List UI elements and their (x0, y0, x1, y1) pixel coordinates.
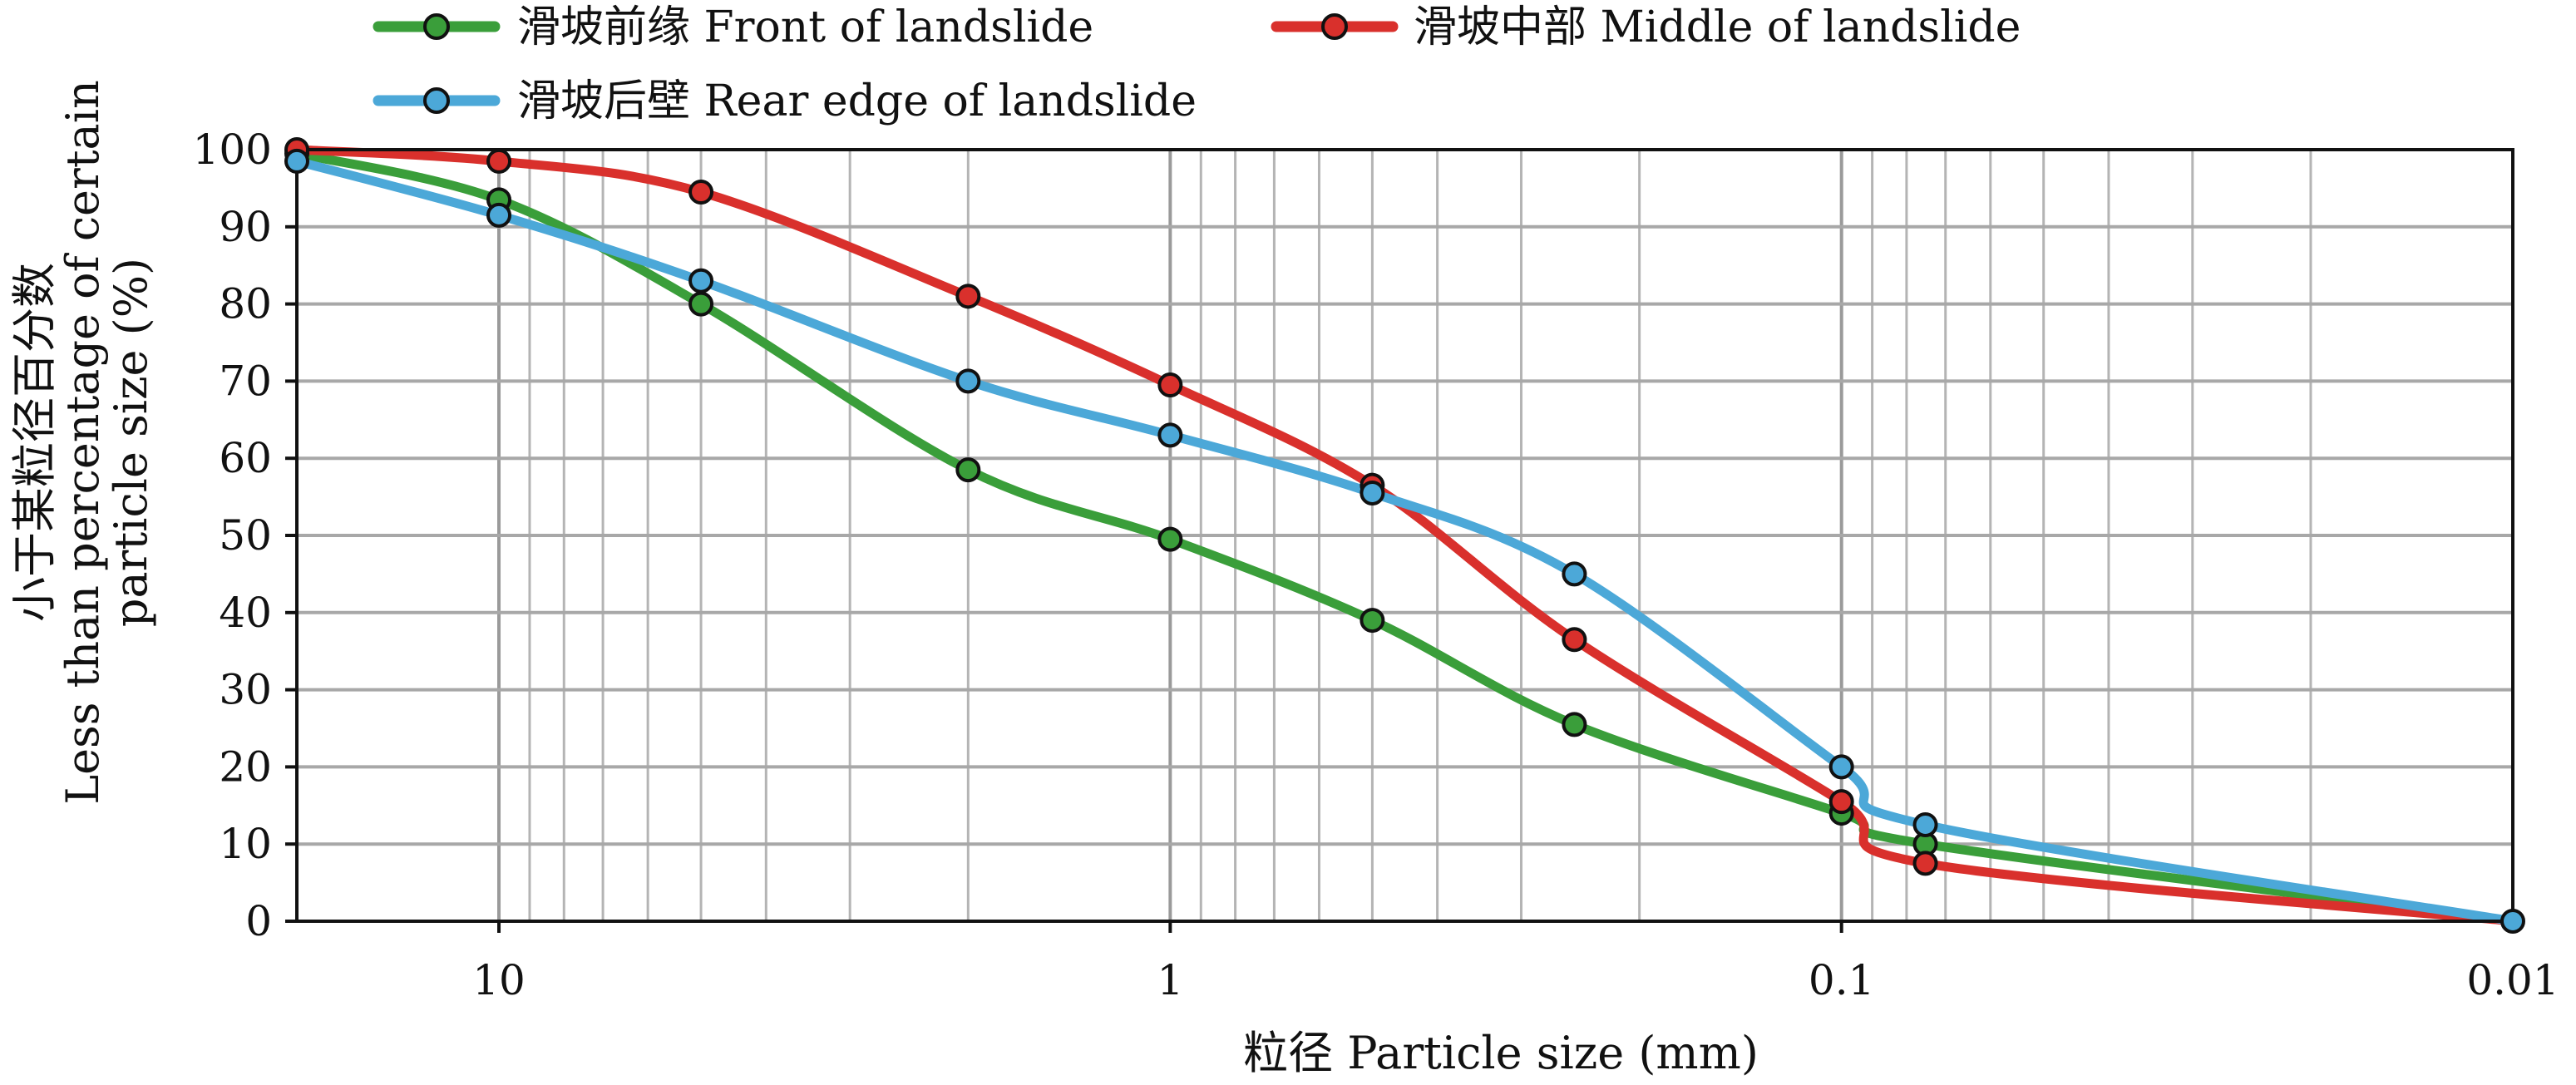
data-point-front (1157, 526, 1183, 552)
legend: 滑坡前缘 Front of landslide 滑坡中部 Middle of l… (373, 2, 2021, 126)
y-tick-label: 0 (245, 897, 272, 945)
y-tick-label: 50 (219, 511, 272, 560)
x-axis-title: 粒径 Particle size (mm) (1243, 1027, 1759, 1079)
data-point-rear (1828, 754, 1854, 780)
series-line-front (292, 149, 2518, 926)
data-point-front (1360, 608, 1385, 634)
legend-marker-middle (1321, 13, 1348, 40)
legend-item-middle: 滑坡中部 Middle of landslide (1271, 2, 2021, 52)
x-tick-label: 0.1 (1809, 956, 1875, 1004)
data-point-rear (1157, 422, 1183, 448)
x-tick-label: 10 (472, 956, 526, 1004)
legend-label-middle: 滑坡中部 Middle of landslide (1414, 2, 2021, 52)
series-markers (284, 137, 2525, 934)
y-axis-title-line-2: Less than percentage of certain (57, 80, 109, 805)
data-point-front (1562, 712, 1587, 737)
y-tick-label: 90 (219, 203, 272, 251)
data-point-rear (486, 202, 512, 228)
axis-ticks: 0 10 20 30 40 50 60 70 80 90 100 10 1 0.1 0.01 (193, 126, 2559, 1004)
y-tick-label: 10 (219, 820, 272, 868)
data-point-rear (1912, 812, 1938, 837)
legend-marker-rear (423, 87, 450, 114)
y-tick-label: 80 (219, 280, 272, 328)
y-tick-label: 100 (193, 126, 272, 174)
legend-item-front: 滑坡前缘 Front of landslide (373, 2, 1093, 52)
x-tick-label: 0.01 (2466, 956, 2559, 1004)
x-tick-label: 1 (1157, 956, 1183, 1004)
data-point-front (688, 291, 714, 317)
y-tick-label: 20 (219, 742, 272, 791)
data-point-middle (688, 180, 714, 205)
y-tick-label: 70 (219, 357, 272, 405)
data-point-rear (955, 368, 981, 394)
data-point-front (955, 457, 981, 483)
data-point-rear (1562, 561, 1587, 587)
data-point-middle (955, 284, 981, 309)
data-point-rear (2500, 909, 2525, 934)
legend-label-rear: 滑坡后壁 Rear edge of landslide (517, 76, 1197, 126)
y-axis-title-line-3: particle size (%) (105, 258, 157, 627)
legend-marker-front (423, 13, 450, 40)
data-point-middle (1912, 851, 1938, 876)
data-point-middle (1828, 789, 1854, 815)
grid-lines (295, 148, 2514, 923)
y-tick-label: 30 (219, 666, 272, 714)
y-axis-title: 小于某粒径百分数 Less than percentage of certain… (8, 80, 157, 805)
legend-label-front: 滑坡前缘 Front of landslide (517, 2, 1093, 52)
series-line-rear (292, 156, 2518, 926)
y-tick-label: 60 (219, 434, 272, 482)
data-point-middle (1157, 372, 1183, 398)
data-point-middle (1562, 627, 1587, 653)
y-axis-title-line-1: 小于某粒径百分数 (8, 263, 61, 622)
data-point-rear (688, 268, 714, 293)
data-point-middle (486, 148, 512, 174)
data-point-rear (284, 148, 309, 174)
y-tick-label: 40 (219, 589, 272, 637)
data-point-rear (1360, 480, 1385, 506)
legend-item-rear: 滑坡后壁 Rear edge of landslide (373, 76, 1197, 126)
